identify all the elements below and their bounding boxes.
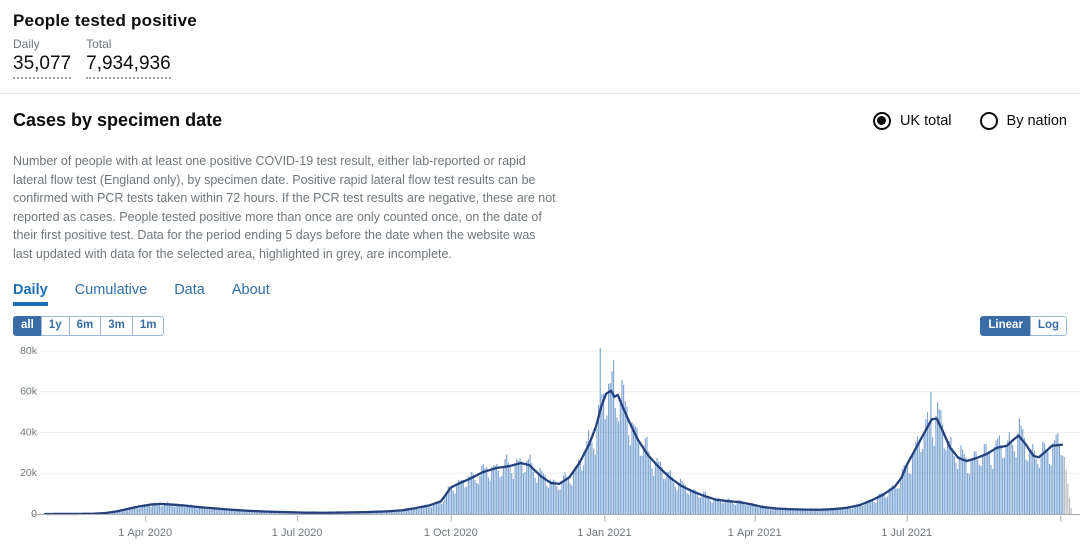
cases-card: Cases by specimen date UK total By natio… bbox=[0, 110, 1080, 336]
card-title: Cases by specimen date bbox=[13, 110, 223, 130]
scale-log-button[interactable]: Log bbox=[1029, 315, 1067, 336]
daily-stat-label: Daily bbox=[13, 37, 40, 51]
page-title: People tested positive bbox=[13, 11, 197, 30]
area-toggle: UK total By nation bbox=[872, 111, 1067, 130]
scale-linear-button[interactable]: Linear bbox=[980, 315, 1031, 336]
summary-stats: Daily 35,077 Total 7,934,936 bbox=[13, 37, 1067, 79]
summary-header: People tested positive Daily 35,077 Tota… bbox=[0, 0, 1080, 79]
daily-stat: Daily 35,077 bbox=[13, 37, 72, 79]
tab-cumulative[interactable]: Cumulative bbox=[74, 281, 148, 298]
total-stat-label: Total bbox=[86, 37, 112, 51]
range-all-button[interactable]: all bbox=[13, 315, 42, 336]
daily-stat-value[interactable]: 35,077 bbox=[13, 53, 72, 79]
chart-tabs: Daily Cumulative Data About bbox=[13, 276, 1067, 306]
radio-selected-icon bbox=[872, 111, 891, 130]
range-1m-button[interactable]: 1m bbox=[131, 315, 165, 336]
range-button-group: all 1y 6m 3m 1m bbox=[13, 315, 165, 336]
tab-data[interactable]: Data bbox=[174, 281, 205, 298]
range-6m-button[interactable]: 6m bbox=[68, 315, 102, 336]
radio-uk-total-label: UK total bbox=[899, 112, 952, 129]
chart-controls: all 1y 6m 3m 1m Linear Log bbox=[13, 315, 1067, 336]
radio-by-nation-label: By nation bbox=[1006, 112, 1067, 129]
radio-uk-total[interactable]: UK total bbox=[872, 111, 952, 130]
cases-by-specimen-date-chart[interactable] bbox=[0, 338, 1080, 557]
chart-description: Number of people with at least one posit… bbox=[13, 154, 556, 261]
range-3m-button[interactable]: 3m bbox=[100, 315, 133, 336]
range-1y-button[interactable]: 1y bbox=[40, 315, 70, 336]
radio-by-nation[interactable]: By nation bbox=[979, 111, 1067, 130]
section-divider bbox=[0, 93, 1080, 94]
tab-daily[interactable]: Daily bbox=[13, 276, 48, 306]
tab-about[interactable]: About bbox=[231, 281, 270, 298]
total-stat-value[interactable]: 7,934,936 bbox=[86, 53, 171, 79]
total-stat: Total 7,934,936 bbox=[86, 37, 171, 79]
scale-button-group: Linear Log bbox=[980, 315, 1067, 336]
radio-unselected-icon bbox=[979, 111, 998, 130]
